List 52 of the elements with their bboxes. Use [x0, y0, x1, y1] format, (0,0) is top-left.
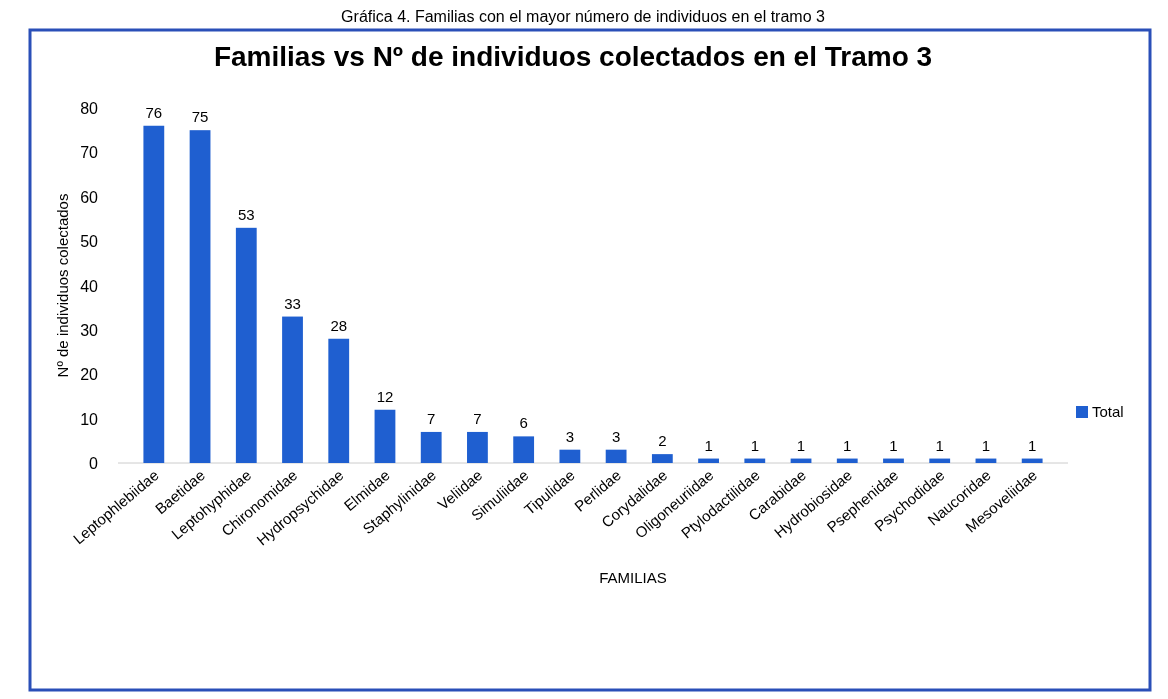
y-tick-label: 40 [80, 277, 99, 295]
data-label: 76 [145, 103, 163, 121]
data-label: 1 [704, 436, 713, 454]
bar [605, 449, 627, 463]
bar [744, 458, 766, 463]
data-label: 1 [1028, 436, 1037, 454]
data-label: 12 [376, 387, 394, 405]
bar [282, 316, 303, 463]
bar [513, 436, 535, 463]
bar [698, 458, 719, 463]
bar [328, 338, 350, 463]
y-tick-label: 10 [80, 410, 99, 428]
data-label: 7 [473, 409, 482, 427]
y-tick-label: 60 [80, 188, 99, 206]
data-label: 3 [565, 427, 575, 445]
bar [374, 409, 396, 463]
y-tick-label: 80 [80, 100, 99, 117]
y-tick-label: 0 [89, 455, 99, 472]
data-label: 6 [519, 414, 528, 432]
y-tick-label: 20 [80, 366, 99, 384]
data-label: 1 [750, 436, 759, 454]
data-label: 33 [284, 294, 301, 312]
data-label: 7 [427, 409, 436, 427]
bar [929, 458, 951, 463]
data-label: 53 [237, 205, 255, 223]
bar [883, 458, 904, 463]
y-axis-title: Nº de individuos colectados [54, 193, 71, 378]
bar [420, 431, 442, 463]
bar [189, 130, 211, 463]
data-label: 75 [191, 108, 209, 126]
data-label: 28 [330, 316, 348, 334]
text: Gráfica 4. Familias con el mayor número de individuos en el tramo 3 [341, 8, 825, 25]
bar [143, 125, 165, 463]
y-tick-label: 70 [80, 144, 99, 162]
data-label: 1 [981, 436, 991, 454]
data-label: 2 [658, 432, 667, 450]
data-label: 1 [935, 436, 944, 454]
legend-label: Total [1092, 403, 1124, 420]
x-axis-title: FAMILIAS [599, 569, 667, 586]
data-label: 1 [889, 436, 898, 454]
data-label: 3 [611, 427, 621, 445]
bar [559, 449, 581, 463]
bar [467, 431, 488, 463]
chart-title: Familias vs Nº de individuos colectados en el Tramo 3 [213, 41, 933, 72]
y-tick-label: 30 [80, 321, 99, 339]
data-label: 1 [843, 436, 852, 454]
bar [836, 458, 858, 463]
bar [651, 454, 673, 463]
bar [1021, 458, 1043, 463]
y-tick-label: 50 [80, 233, 99, 251]
data-label: 1 [796, 436, 806, 454]
bar [235, 227, 257, 463]
